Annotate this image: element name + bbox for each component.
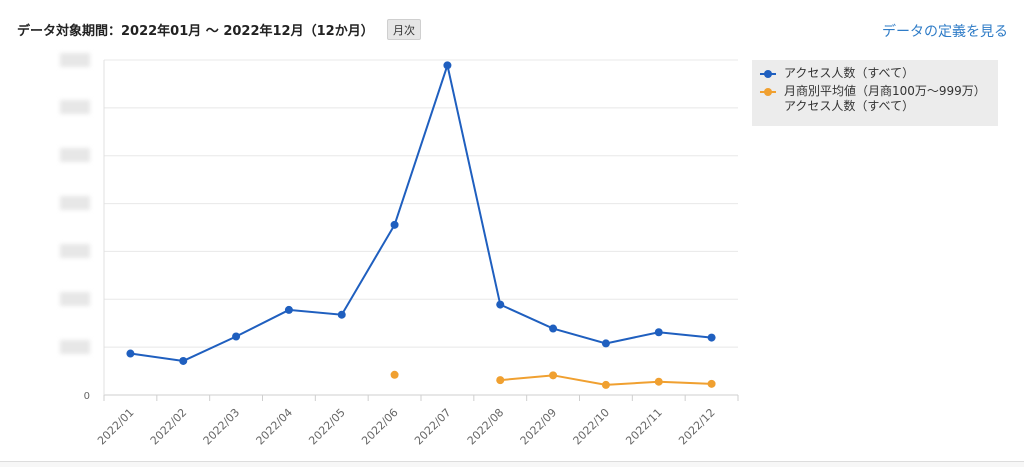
- x-tick-label: 2022/08: [465, 406, 507, 448]
- data-point: [390, 220, 399, 229]
- data-point: [126, 349, 135, 358]
- x-tick-label: 2022/06: [359, 406, 401, 448]
- x-tick-label: 2022/02: [148, 406, 190, 448]
- legend-item-average[interactable]: 月商別平均値（月商100万〜999万）アクセス人数（すべて）: [760, 84, 990, 114]
- y-tick-label-obscured: [60, 340, 90, 354]
- data-point: [337, 310, 346, 319]
- series-line-0: [130, 61, 712, 362]
- data-point: [496, 376, 505, 385]
- x-tick-label: 2022/01: [95, 406, 137, 448]
- period-title: データ対象期間：2022年01月 〜 2022年12月（12か月）: [17, 24, 374, 39]
- data-point: [390, 370, 399, 379]
- data-point: [496, 300, 505, 309]
- period-granularity-badge[interactable]: 月次: [387, 19, 421, 40]
- y-tick-label-obscured: [60, 196, 90, 210]
- y-tick-label-obscured: [60, 100, 90, 114]
- data-point: [179, 356, 188, 365]
- x-tick-label: 2022/11: [623, 406, 665, 448]
- data-point: [654, 328, 663, 337]
- x-tick-label: 2022/10: [571, 406, 613, 448]
- chart-legend: アクセス人数（すべて） 月商別平均値（月商100万〜999万）アクセス人数（すべ…: [752, 60, 998, 126]
- data-definition-link[interactable]: データの定義を見る: [882, 24, 1008, 40]
- legend-label: 月商別平均値（月商100万〜999万）アクセス人数（すべて）: [784, 84, 986, 113]
- y-tick-label-obscured: [60, 53, 90, 67]
- x-tick-label: 2022/05: [306, 406, 348, 448]
- data-point: [549, 324, 558, 333]
- y-tick-label-obscured: [60, 244, 90, 258]
- x-tick-label: 2022/09: [518, 406, 560, 448]
- data-point: [707, 379, 716, 388]
- x-tick-label: 2022/07: [412, 406, 454, 448]
- x-tick-label: 2022/12: [676, 406, 718, 448]
- y-tick-label-obscured: [60, 148, 90, 162]
- data-point: [601, 380, 610, 389]
- line-chart: 2022/01 2022/02 2022/03 2022/04 2022/05 2022/…: [0, 50, 1024, 466]
- data-point: [284, 305, 293, 314]
- x-tick-label: 2022/04: [254, 406, 296, 448]
- x-tick-label: 2022/03: [201, 406, 243, 448]
- chart-header: データ対象期間：2022年01月 〜 2022年12月（12か月） 月次 データ…: [0, 0, 1024, 60]
- data-point: [654, 377, 663, 386]
- data-point: [707, 333, 716, 342]
- legend-swatch-orange: [760, 88, 776, 96]
- legend-item-access[interactable]: アクセス人数（すべて）: [760, 66, 990, 81]
- chart-svg: 2022/01 2022/02 2022/03 2022/04 2022/05 2022/…: [84, 59, 739, 448]
- y-tick-label-obscured: [60, 292, 90, 306]
- data-point: [601, 339, 610, 348]
- legend-swatch-blue: [760, 70, 776, 78]
- table-top-border: [0, 461, 1024, 467]
- legend-label: アクセス人数（すべて）: [784, 66, 915, 80]
- data-point: [549, 371, 558, 380]
- data-point: [443, 61, 452, 70]
- data-point: [232, 332, 241, 341]
- y-tick-label-zero: 0: [84, 391, 90, 402]
